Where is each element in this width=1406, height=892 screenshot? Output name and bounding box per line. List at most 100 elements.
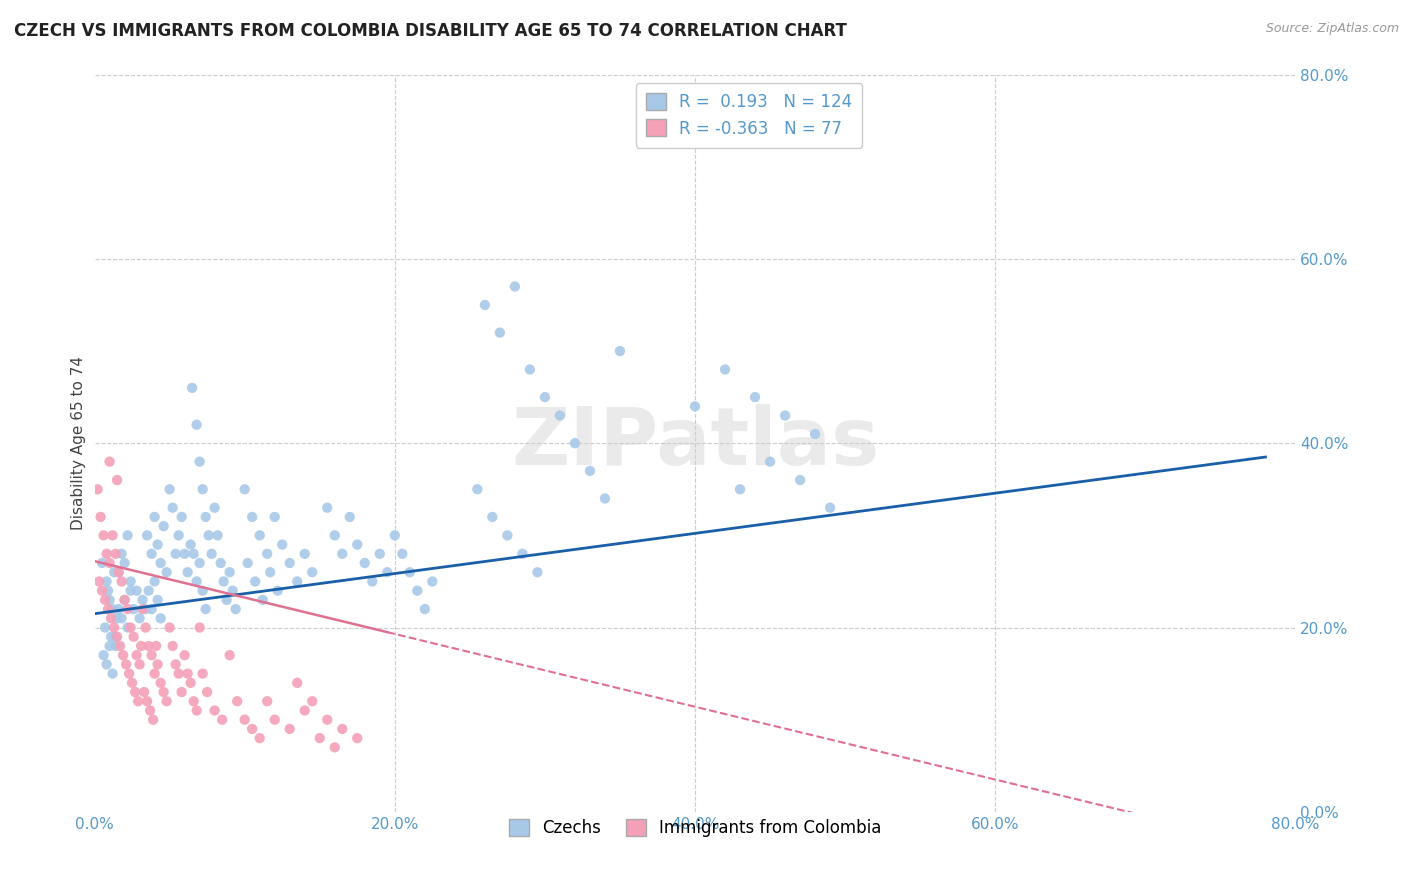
Point	[104, 630, 127, 644]
Point	[152, 519, 174, 533]
Point	[167, 528, 190, 542]
Point	[215, 593, 238, 607]
Point	[186, 417, 208, 432]
Point	[97, 583, 120, 598]
Point	[103, 621, 125, 635]
Point	[204, 704, 226, 718]
Point	[120, 621, 142, 635]
Point	[728, 483, 751, 497]
Point	[233, 483, 256, 497]
Point	[115, 657, 138, 672]
Point	[101, 666, 124, 681]
Point	[122, 630, 145, 644]
Point	[162, 500, 184, 515]
Point	[132, 685, 155, 699]
Point	[149, 611, 172, 625]
Point	[218, 648, 240, 663]
Point	[323, 528, 346, 542]
Point	[204, 500, 226, 515]
Point	[180, 538, 202, 552]
Point	[789, 473, 811, 487]
Y-axis label: Disability Age 65 to 74: Disability Age 65 to 74	[72, 356, 86, 530]
Point	[236, 556, 259, 570]
Point	[759, 455, 782, 469]
Point	[181, 381, 204, 395]
Point	[221, 583, 243, 598]
Point	[104, 547, 127, 561]
Text: ZIPatlas: ZIPatlas	[510, 404, 879, 483]
Point	[142, 713, 165, 727]
Point	[519, 362, 541, 376]
Point	[94, 621, 117, 635]
Point	[278, 556, 301, 570]
Point	[233, 713, 256, 727]
Point	[316, 713, 339, 727]
Point	[136, 694, 159, 708]
Point	[346, 731, 368, 746]
Point	[93, 648, 115, 663]
Point	[100, 611, 122, 625]
Point	[294, 704, 316, 718]
Point	[128, 611, 150, 625]
Point	[101, 528, 124, 542]
Point	[278, 722, 301, 736]
Point	[101, 602, 124, 616]
Point	[249, 731, 271, 746]
Point	[143, 510, 166, 524]
Point	[194, 602, 217, 616]
Point	[271, 538, 294, 552]
Point	[141, 602, 163, 616]
Point	[225, 602, 247, 616]
Point	[107, 566, 129, 580]
Point	[240, 510, 263, 524]
Point	[413, 602, 436, 616]
Point	[323, 740, 346, 755]
Point	[183, 694, 205, 708]
Point	[503, 279, 526, 293]
Point	[526, 566, 548, 580]
Point	[87, 574, 110, 589]
Point	[90, 510, 112, 524]
Point	[548, 409, 571, 423]
Point	[252, 593, 274, 607]
Point	[141, 648, 163, 663]
Point	[131, 602, 153, 616]
Point	[211, 713, 233, 727]
Point	[128, 657, 150, 672]
Point	[156, 694, 179, 708]
Point	[91, 583, 114, 598]
Point	[804, 427, 827, 442]
Point	[98, 556, 121, 570]
Point	[489, 326, 512, 340]
Point	[105, 630, 128, 644]
Point	[98, 639, 121, 653]
Point	[285, 574, 308, 589]
Point	[86, 483, 108, 497]
Point	[353, 556, 375, 570]
Point	[579, 464, 602, 478]
Point	[152, 685, 174, 699]
Point	[98, 455, 121, 469]
Point	[512, 547, 534, 561]
Point	[218, 566, 240, 580]
Point	[159, 483, 181, 497]
Point	[201, 547, 224, 561]
Point	[534, 390, 557, 404]
Point	[256, 547, 278, 561]
Point	[104, 639, 127, 653]
Point	[180, 676, 202, 690]
Point	[117, 528, 139, 542]
Point	[361, 574, 384, 589]
Point	[120, 574, 142, 589]
Point	[136, 528, 159, 542]
Point	[149, 676, 172, 690]
Point	[110, 574, 132, 589]
Point	[339, 510, 361, 524]
Point	[188, 455, 211, 469]
Point	[316, 500, 339, 515]
Point	[183, 547, 205, 561]
Point	[301, 694, 323, 708]
Point	[197, 528, 219, 542]
Point	[96, 657, 118, 672]
Point	[107, 602, 129, 616]
